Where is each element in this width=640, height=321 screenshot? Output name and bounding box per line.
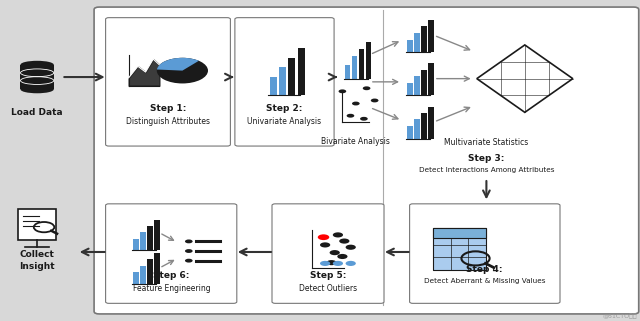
Bar bbox=[366, 42, 371, 79]
Text: @51CTO博客: @51CTO博客 bbox=[602, 314, 637, 319]
Circle shape bbox=[333, 261, 343, 266]
Bar bbox=[289, 57, 296, 95]
Bar bbox=[414, 76, 420, 95]
Circle shape bbox=[346, 245, 356, 250]
Circle shape bbox=[337, 254, 348, 259]
Text: Load Data: Load Data bbox=[12, 108, 63, 117]
Text: Multivariate Statistics: Multivariate Statistics bbox=[444, 138, 529, 147]
Text: Distinguish Attributes: Distinguish Attributes bbox=[126, 117, 211, 126]
Bar bbox=[414, 33, 420, 52]
Circle shape bbox=[333, 232, 343, 238]
Circle shape bbox=[363, 86, 371, 90]
Bar bbox=[133, 272, 139, 284]
Circle shape bbox=[326, 260, 337, 265]
Bar bbox=[147, 226, 152, 250]
Bar bbox=[154, 220, 159, 250]
FancyBboxPatch shape bbox=[410, 204, 560, 303]
Circle shape bbox=[339, 90, 346, 93]
Text: Insight: Insight bbox=[19, 262, 55, 271]
FancyBboxPatch shape bbox=[94, 7, 639, 314]
Text: Collect: Collect bbox=[20, 250, 54, 259]
Text: Detect Outliers: Detect Outliers bbox=[300, 284, 357, 293]
Circle shape bbox=[347, 114, 355, 117]
Ellipse shape bbox=[20, 85, 54, 93]
Ellipse shape bbox=[20, 61, 54, 69]
Bar bbox=[279, 67, 286, 95]
Bar bbox=[140, 232, 146, 250]
Circle shape bbox=[157, 58, 208, 83]
Text: Step 2:: Step 2: bbox=[266, 104, 302, 113]
Circle shape bbox=[185, 259, 193, 263]
Bar bbox=[18, 210, 56, 240]
Bar bbox=[428, 107, 433, 139]
Circle shape bbox=[320, 261, 330, 266]
Bar bbox=[428, 63, 433, 95]
Text: Step 6:: Step 6: bbox=[154, 271, 189, 280]
Bar bbox=[433, 228, 486, 270]
FancyBboxPatch shape bbox=[106, 204, 237, 303]
Bar bbox=[414, 119, 420, 139]
Bar bbox=[345, 65, 351, 79]
Bar bbox=[20, 65, 54, 89]
Text: Univariate Analysis: Univariate Analysis bbox=[247, 117, 321, 126]
FancyBboxPatch shape bbox=[106, 18, 230, 146]
Text: Detect Interactions Among Attributes: Detect Interactions Among Attributes bbox=[419, 167, 554, 173]
Text: Bivariate Analysis: Bivariate Analysis bbox=[321, 137, 390, 146]
Bar bbox=[407, 83, 413, 95]
Bar bbox=[421, 26, 426, 52]
FancyBboxPatch shape bbox=[235, 18, 334, 146]
Text: Feature Engineering: Feature Engineering bbox=[132, 284, 211, 293]
FancyBboxPatch shape bbox=[272, 204, 384, 303]
Bar bbox=[421, 113, 426, 139]
Bar bbox=[421, 70, 426, 95]
Circle shape bbox=[352, 101, 360, 105]
Circle shape bbox=[371, 99, 378, 102]
Circle shape bbox=[346, 261, 356, 266]
Bar bbox=[133, 239, 139, 250]
Bar bbox=[428, 20, 433, 52]
Bar bbox=[154, 253, 159, 284]
Bar bbox=[407, 126, 413, 139]
Bar bbox=[147, 259, 152, 284]
Bar bbox=[270, 77, 277, 95]
Bar bbox=[352, 56, 358, 79]
Bar bbox=[433, 228, 486, 238]
Circle shape bbox=[185, 249, 193, 253]
Bar bbox=[140, 265, 146, 284]
Bar bbox=[407, 40, 413, 52]
Circle shape bbox=[360, 117, 368, 121]
Circle shape bbox=[317, 234, 330, 240]
Circle shape bbox=[320, 242, 330, 247]
Circle shape bbox=[185, 239, 193, 243]
Bar bbox=[359, 49, 364, 79]
Text: Step 3:: Step 3: bbox=[468, 154, 504, 163]
Bar bbox=[298, 48, 305, 95]
Wedge shape bbox=[157, 58, 199, 71]
Circle shape bbox=[339, 239, 349, 244]
Text: Step 4:: Step 4: bbox=[466, 265, 503, 274]
Circle shape bbox=[330, 250, 340, 255]
Text: Step 1:: Step 1: bbox=[150, 104, 186, 113]
Text: Detect Aberrant & Missing Values: Detect Aberrant & Missing Values bbox=[424, 278, 545, 284]
Text: Step 5:: Step 5: bbox=[310, 271, 346, 280]
